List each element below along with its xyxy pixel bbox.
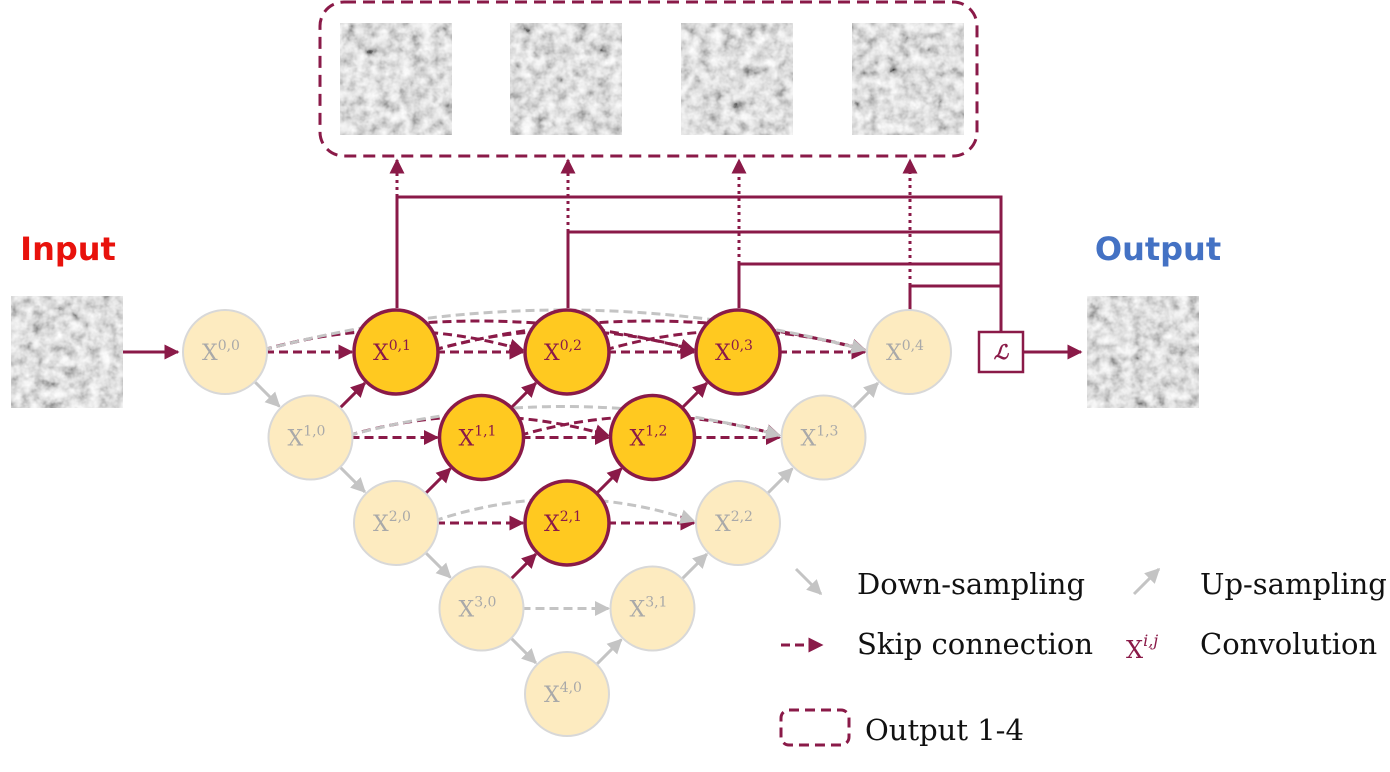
up-sampling-edge [765, 467, 794, 496]
down-sampling-icon [794, 567, 823, 596]
node-label: X2,0 [373, 509, 411, 537]
node-x1-0: X1,0 [267, 394, 354, 481]
convolution-symbol: Xi,j [1126, 631, 1158, 664]
legend: Down-sampling Up-sampling Skip connectio… [779, 567, 1387, 747]
up-sampling-edge [679, 382, 708, 411]
long-skip-connection [262, 308, 867, 354]
output-image-3 [681, 23, 793, 135]
node-label: X1,3 [801, 424, 839, 452]
output-image-4 [852, 23, 964, 135]
node-label: X3,1 [630, 595, 668, 623]
node-x0-3: X0,3 [694, 308, 782, 396]
legend-skip-connection: Skip connection [857, 627, 1093, 661]
loss-symbol: ℒ [994, 340, 1010, 364]
output-image-1 [340, 23, 452, 135]
up-sampling-edge [594, 638, 623, 667]
node-x1-3: X1,3 [780, 394, 867, 481]
legend-up-sampling: Up-sampling [1200, 567, 1387, 601]
up-sampling-edge [423, 467, 452, 496]
outputs-dashed-box [318, 0, 979, 158]
node-x1-2: X1,2 [608, 393, 697, 482]
node-x0-4: X0,4 [866, 309, 952, 395]
node-x0-0: X0,0 [182, 309, 268, 395]
node-label: X4,0 [544, 680, 582, 708]
node-circle [437, 393, 526, 482]
supervision-line-4 [908, 284, 1001, 312]
node-circle [352, 308, 440, 396]
node-circle [609, 565, 696, 652]
node-x2-2: X2,2 [695, 480, 781, 566]
node-label: X2,2 [715, 509, 753, 537]
node-label: X2,1 [544, 509, 582, 537]
up-sampling-edge [850, 382, 879, 411]
supervision-line-2 [566, 230, 1001, 308]
loss-box [977, 330, 1025, 374]
node-circle [523, 308, 611, 396]
node-x1-1: X1,1 [437, 393, 526, 482]
node-x0-1: X0,1 [352, 308, 440, 396]
long-skip-connection [433, 319, 867, 354]
node-label: X0,4 [886, 338, 924, 366]
node-label: X1,2 [630, 424, 668, 452]
long-skip-connection [348, 405, 781, 440]
long-skip-connection [262, 319, 696, 354]
node-label: X1,1 [459, 424, 497, 452]
output-image [1087, 296, 1199, 408]
nodes: X0,0 X1,0 X2,0 X3,0 X4,0 X0,1 X1,1 X2,1 X3,1 X0,2… [182, 308, 952, 737]
up-sampling-edge [337, 382, 366, 411]
input-label: Input [20, 230, 116, 268]
node-label: X3,0 [459, 595, 497, 623]
node-x2-1: X2,1 [523, 479, 611, 567]
legend-outputs: Output 1-4 [865, 713, 1024, 747]
node-circle [267, 394, 354, 481]
node-x2-0: X2,0 [353, 480, 439, 566]
node-circle [695, 480, 781, 566]
legend-down-sampling: Down-sampling [857, 567, 1085, 601]
output-image-2 [510, 23, 622, 135]
up-sampling-icon [1132, 567, 1161, 596]
node-circle [438, 565, 525, 652]
down-sampling-edge [337, 464, 366, 493]
outputs-box-icon [779, 708, 851, 747]
node-circle [780, 394, 867, 481]
node-label: X1,0 [288, 424, 326, 452]
node-x3-0: X3,0 [438, 565, 525, 652]
node-circle [694, 308, 782, 396]
node-label: X0,0 [202, 338, 240, 366]
node-circle [524, 651, 610, 737]
node-circle [523, 479, 611, 567]
output-label: Output [1095, 230, 1221, 268]
node-x4-0: X4,0 [524, 651, 610, 737]
input-image [11, 296, 123, 408]
node-circle [866, 309, 952, 395]
node-label: X0,2 [544, 338, 582, 366]
node-label: X0,1 [373, 338, 411, 366]
node-circle [353, 480, 439, 566]
supervision-line-1 [395, 195, 1003, 342]
up-sampling-edge [508, 382, 537, 411]
node-circle [608, 393, 697, 482]
down-sampling-edge [252, 379, 281, 408]
up-sampling-edge [679, 553, 708, 582]
down-sampling-edge [423, 550, 452, 579]
node-x0-2: X0,2 [523, 308, 611, 396]
node-circle [182, 309, 268, 395]
up-sampling-edge [594, 467, 623, 496]
dotted-output-arrows [389, 158, 918, 286]
node-x3-1: X3,1 [609, 565, 696, 652]
down-sampling-edge [508, 635, 537, 664]
node-label: X0,3 [715, 338, 753, 366]
legend-convolution: Convolution [1200, 627, 1377, 661]
up-sampling-edge [508, 553, 537, 582]
